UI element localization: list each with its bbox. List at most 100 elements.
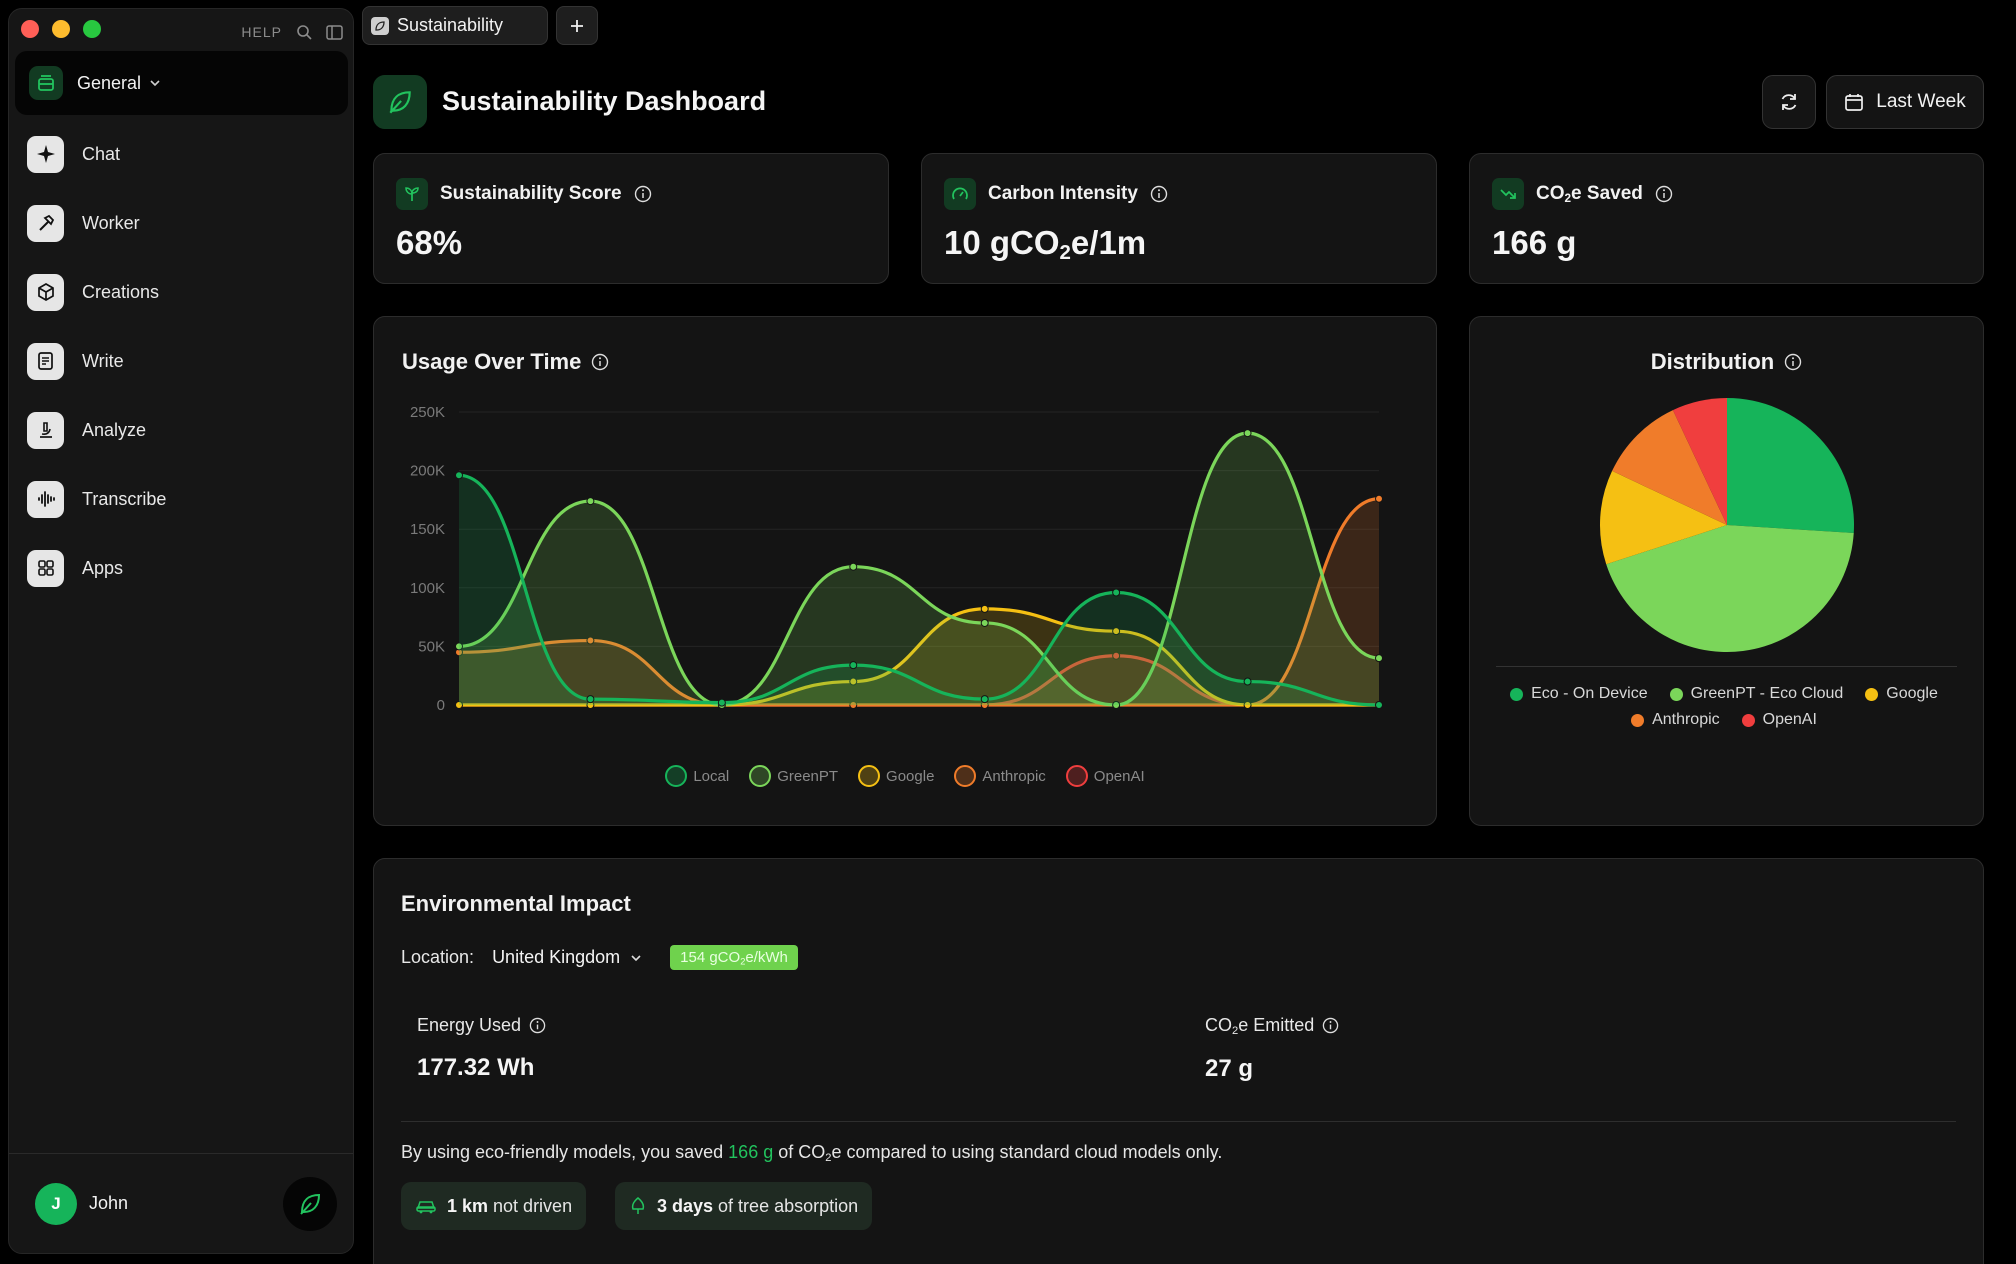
location-select[interactable]: United Kingdom <box>492 947 642 968</box>
sidebar-item-apps[interactable]: Apps <box>27 549 166 587</box>
sidebar-item-transcribe[interactable]: Transcribe <box>27 480 166 518</box>
legend-label: Google <box>886 767 935 785</box>
maximize-window-button[interactable] <box>83 20 101 38</box>
series-area-local <box>459 475 1379 705</box>
metric-label: CO2e Emitted <box>1205 1015 1315 1037</box>
info-icon[interactable] <box>1150 185 1168 203</box>
data-point <box>1112 588 1121 597</box>
sidebar-item-label: Creations <box>82 281 160 302</box>
cube-icon <box>27 273 64 311</box>
info-icon[interactable] <box>1784 353 1802 371</box>
minimize-window-button[interactable] <box>52 20 70 38</box>
sidebar-item-creations[interactable]: Creations <box>27 273 166 311</box>
info-icon[interactable] <box>529 1017 546 1034</box>
y-tick-label: 150K <box>410 521 445 538</box>
plus-icon <box>571 19 583 32</box>
data-point <box>455 642 463 651</box>
legend-label: Google <box>1886 685 1938 702</box>
data-point <box>1112 701 1121 709</box>
info-icon[interactable] <box>634 185 652 203</box>
leaf-icon <box>371 16 389 35</box>
metric-value: 177.32 Wh <box>417 1054 535 1081</box>
info-icon[interactable] <box>591 353 609 371</box>
date-range-label: Last Week <box>1876 91 1966 112</box>
eco-mode-button[interactable] <box>283 1176 337 1231</box>
workspace-selector[interactable]: General <box>15 51 348 115</box>
data-point <box>849 701 858 709</box>
window-controls <box>21 20 101 38</box>
legend-item[interactable]: GreenPT <box>749 765 838 787</box>
location-label: Location: <box>401 947 475 968</box>
sidebar-item-label: Transcribe <box>82 488 167 509</box>
legend-label: Eco - On Device <box>1531 685 1648 702</box>
usage-chart[interactable]: 050K100K150K200K250KFeb 17Feb 18Feb 19Fe… <box>374 317 1438 717</box>
legend-item[interactable]: OpenAI <box>1065 765 1145 787</box>
data-point <box>980 618 989 627</box>
equivalent-car-pill: 1 km not driven <box>401 1182 587 1230</box>
stat-value: 68% <box>396 224 463 261</box>
legend-item[interactable]: Local <box>665 765 729 787</box>
refresh-button[interactable] <box>1762 75 1816 129</box>
data-point <box>1375 701 1383 709</box>
legend-item[interactable]: Google <box>858 765 934 787</box>
pie-slice[interactable] <box>1600 470 1727 565</box>
legend-swatch <box>665 765 688 787</box>
series-area-google <box>459 608 1379 705</box>
divider <box>401 1121 1956 1122</box>
legend-label: OpenAI <box>1093 767 1145 785</box>
info-icon[interactable] <box>1322 1017 1339 1034</box>
legend-item[interactable]: Google <box>1865 685 1938 703</box>
legend-item[interactable]: Eco - On Device <box>1510 685 1648 703</box>
chevron-down-icon <box>149 74 161 92</box>
trend-down-icon <box>1492 178 1524 210</box>
sidebar-item-analyze[interactable]: Analyze <box>27 411 166 449</box>
legend-item[interactable]: Anthropic <box>954 765 1046 787</box>
legend-item[interactable]: Anthropic <box>1631 711 1720 729</box>
close-window-button[interactable] <box>21 20 39 38</box>
date-range-button[interactable]: Last Week <box>1826 75 1984 129</box>
distribution-pie-chart[interactable] <box>1470 377 1985 667</box>
legend-label: GreenPT <box>777 767 839 785</box>
waveform-icon <box>27 480 64 518</box>
search-icon[interactable] <box>296 24 312 40</box>
refresh-icon <box>1781 94 1797 110</box>
pie-slice[interactable] <box>1606 525 1854 652</box>
pie-slice[interactable] <box>1672 398 1727 525</box>
new-tab-button[interactable] <box>556 6 598 45</box>
grid-intensity-badge: 154 gCO2e/kWh <box>670 945 798 971</box>
location-row: Location: United Kingdom 154 gCO2e/kWh <box>401 945 798 971</box>
user-name[interactable]: John <box>89 1193 129 1213</box>
data-point <box>586 636 595 645</box>
legend-item[interactable]: GreenPT - Eco Cloud <box>1669 685 1844 703</box>
y-tick-label: 0 <box>437 697 445 714</box>
car-icon <box>416 1201 436 1214</box>
pie-slice[interactable] <box>1727 398 1854 533</box>
distribution-card: Distribution Eco - On Device GreenPT - Ec… <box>1469 316 1984 826</box>
data-point <box>1243 677 1252 686</box>
sparkle-icon <box>27 135 64 173</box>
sprout-icon <box>396 178 428 210</box>
legend-label: GreenPT - Eco Cloud <box>1690 685 1844 702</box>
metric-value: 27 g <box>1205 1054 1254 1082</box>
legend-swatch <box>858 765 881 787</box>
sidebar-item-chat[interactable]: Chat <box>27 135 166 173</box>
stat-value: 10 gCO2e/1m <box>944 224 1147 265</box>
pie-slice[interactable] <box>1612 410 1727 525</box>
sidebar-item-write[interactable]: Write <box>27 342 166 380</box>
savings-summary: By using eco-friendly models, you saved … <box>401 1142 1223 1164</box>
help-button[interactable]: HELP <box>241 24 282 40</box>
series-line-anthropic <box>458 497 1380 707</box>
data-point <box>455 701 463 709</box>
tab-sustainability[interactable]: Sustainability <box>362 6 548 45</box>
avatar[interactable]: J <box>35 1182 77 1225</box>
legend-item[interactable]: OpenAI <box>1741 711 1817 729</box>
info-icon[interactable] <box>1655 185 1673 203</box>
sidebar-toggle-icon[interactable] <box>326 24 343 40</box>
workspace-label: General <box>77 72 142 93</box>
data-point <box>849 661 858 670</box>
grid-icon <box>27 549 64 587</box>
data-point <box>586 695 595 704</box>
stat-value: 166 g <box>1492 224 1577 261</box>
sidebar-item-worker[interactable]: Worker <box>27 204 166 242</box>
section-title: Environmental Impact <box>401 891 631 916</box>
